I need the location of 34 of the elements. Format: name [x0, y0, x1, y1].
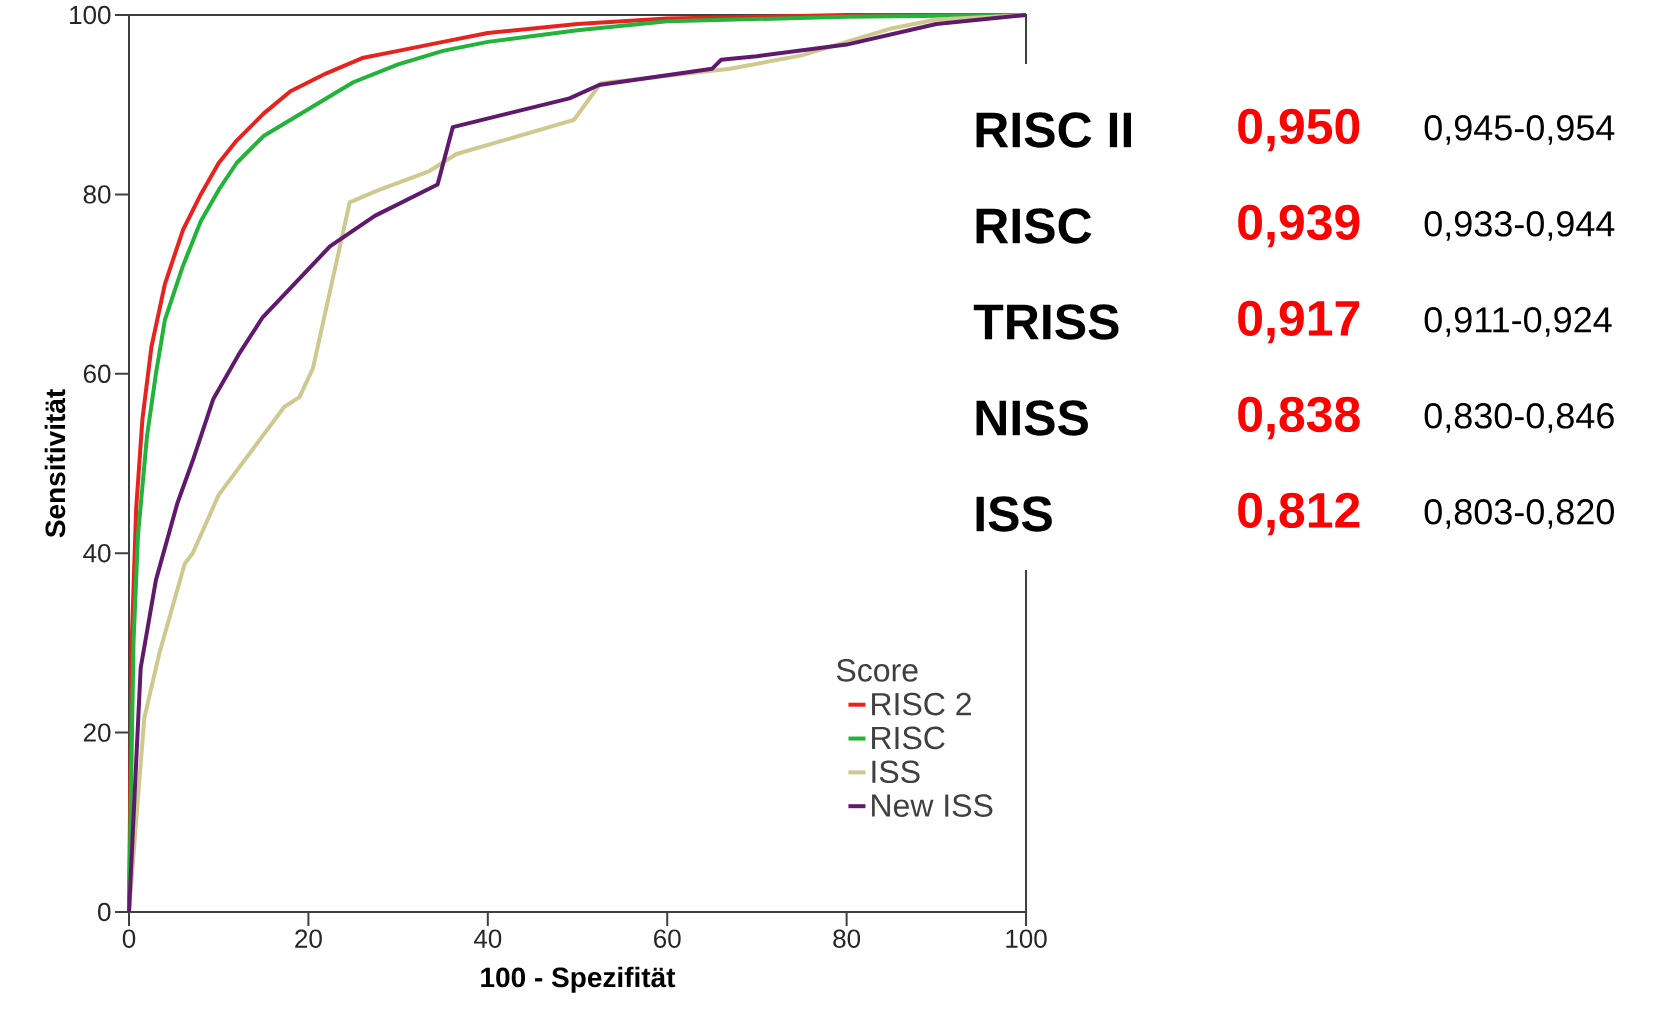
x-tick-label: 80 — [833, 929, 861, 948]
legend-label: RISC 2 — [872, 692, 971, 716]
text: 0,830-0,846 — [1424, 403, 1614, 433]
text: 0,838 — [1238, 396, 1360, 440]
text: 0,950 — [1238, 108, 1360, 152]
annotation: ISS — [976, 496, 1052, 532]
legend-label: ISS — [872, 760, 920, 784]
x-tick-label: 0 — [122, 929, 136, 948]
text: 0,911-0,924 — [1424, 307, 1612, 337]
y-tick-label: 100 — [70, 5, 111, 25]
y-tick-label: 60 — [83, 364, 111, 383]
x-tick-label: 100 — [1006, 929, 1047, 948]
annotation: RISC — [976, 208, 1092, 244]
y-tick-label: 20 — [83, 723, 111, 742]
legend-label: RISC — [872, 726, 945, 750]
legend-label: New ISS — [872, 794, 993, 817]
annotation: TRISS — [973, 304, 1119, 340]
y-tick-label: 40 — [83, 543, 111, 563]
x-tick-label: 60 — [654, 929, 681, 948]
x-tick-label: 20 — [295, 929, 322, 948]
legend-title: Score — [836, 658, 918, 682]
text: 0,933-0,944 — [1424, 211, 1615, 241]
text: 0,812 — [1238, 492, 1360, 536]
y-tick-label: 80 — [83, 185, 111, 204]
x-axis-title: 100 - Spezifität — [481, 966, 676, 993]
text: 0,945-0,954 — [1424, 115, 1615, 145]
text: 0,917 — [1238, 300, 1360, 344]
text: 0,939 — [1238, 204, 1360, 248]
annotation: NISS — [976, 400, 1088, 436]
x-tick-label: 40 — [473, 929, 502, 948]
annotation: RISC II — [976, 112, 1131, 148]
y-axis-title: Sensitivität — [44, 389, 66, 538]
y-tick-label: 0 — [98, 902, 111, 922]
text: 0,803-0,820 — [1424, 499, 1614, 529]
